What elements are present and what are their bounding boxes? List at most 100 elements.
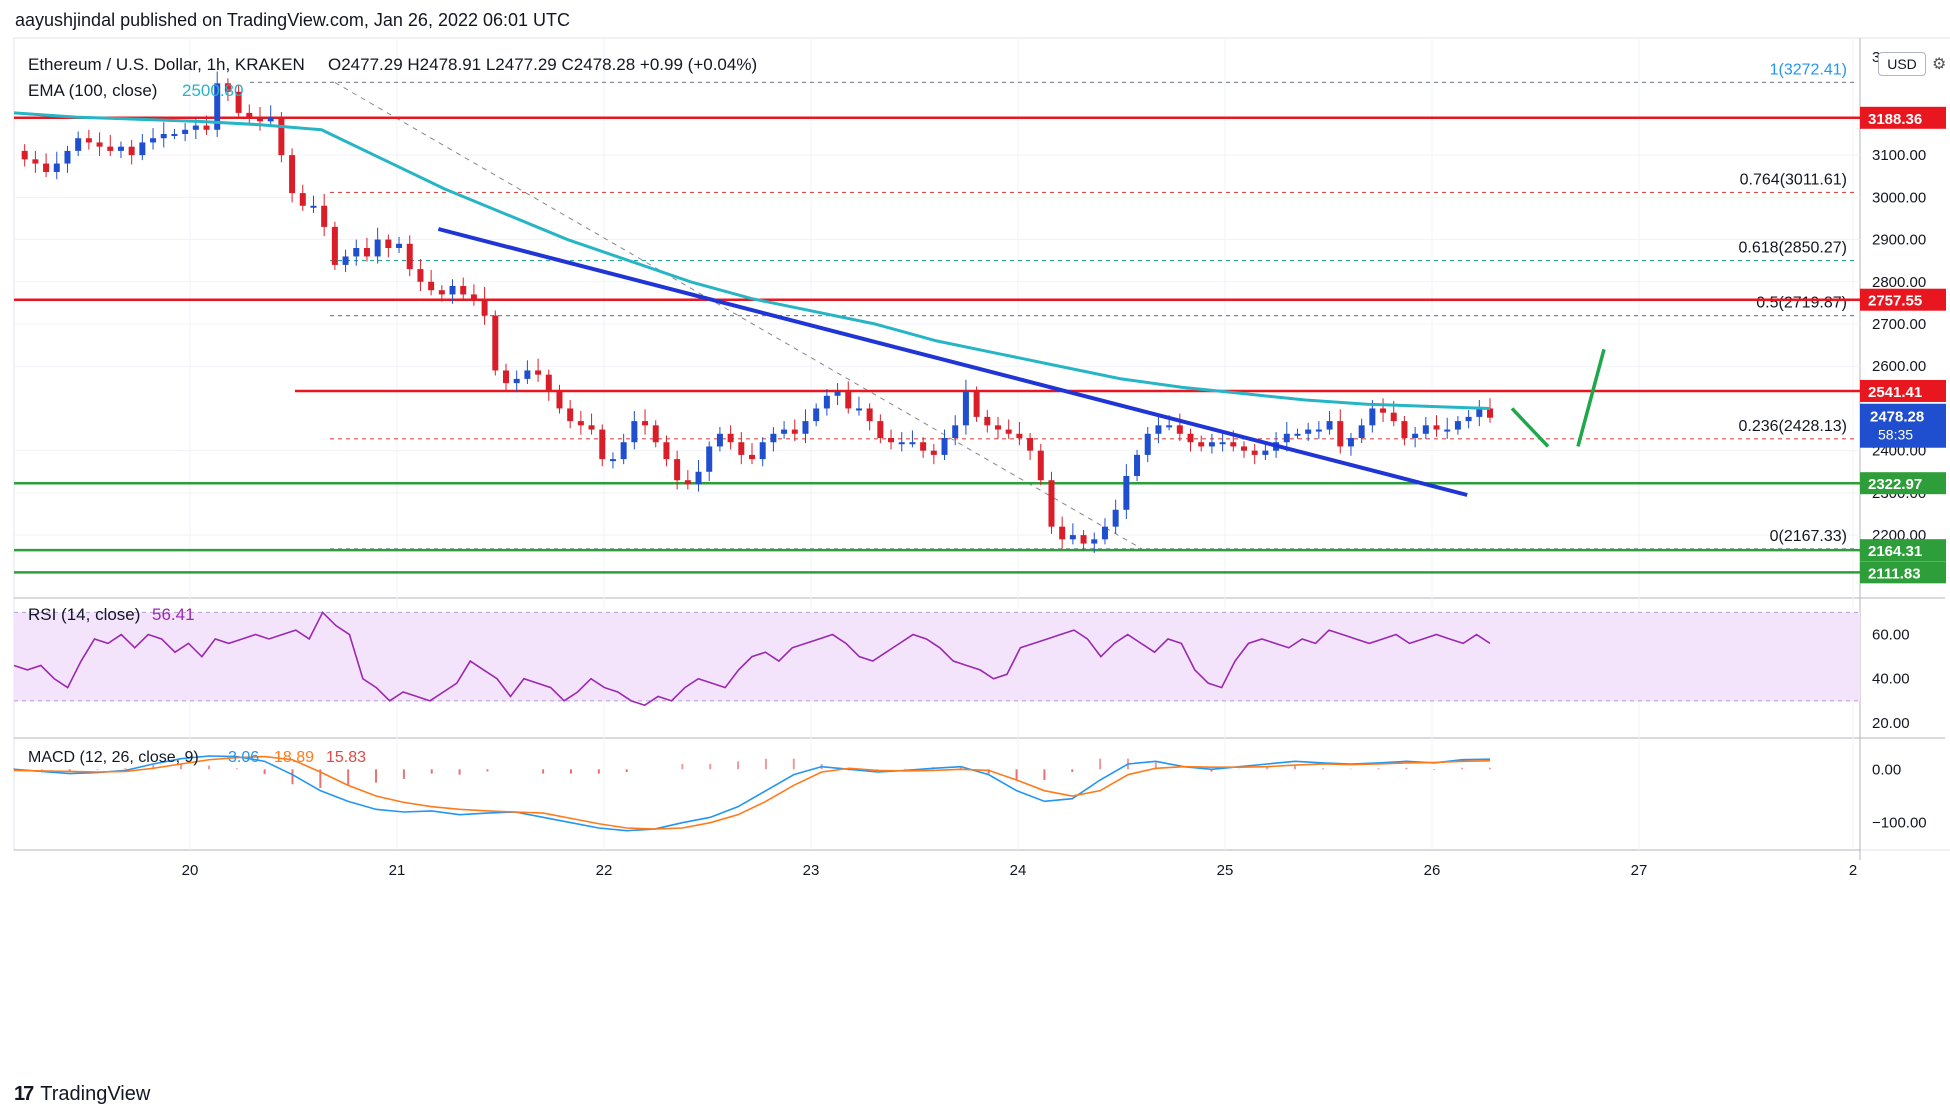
candle-body — [545, 374, 552, 392]
publisher-line: aayushjindal published on TradingView.co… — [15, 10, 571, 30]
candle-body — [855, 408, 862, 411]
rsi-tick-label: 20.00 — [1872, 715, 1910, 732]
macd-histogram-value: 15.83 — [326, 749, 366, 766]
candle-body — [1208, 442, 1215, 447]
sr-level-tag — [1860, 106, 1946, 129]
macd-signal-value: 18.89 — [274, 749, 314, 766]
candle-body — [1422, 425, 1429, 434]
candle-body — [941, 438, 948, 455]
candle-body — [1037, 450, 1044, 481]
candle-body — [385, 239, 392, 248]
candle-body — [107, 146, 114, 151]
candle-body — [192, 125, 199, 130]
candle-body — [962, 391, 969, 426]
candle-body — [1134, 454, 1141, 476]
candle-body — [289, 155, 296, 194]
candle-body — [1358, 425, 1365, 438]
candle-body — [1144, 433, 1151, 455]
candle-body — [481, 298, 488, 316]
symbol-title: Ethereum / U.S. Dollar, 1h, KRAKEN — [28, 55, 305, 74]
candle-body — [631, 421, 638, 443]
rsi-title: RSI (14, close) — [28, 605, 140, 624]
candle-body — [749, 454, 755, 460]
x-tick-label: 23 — [803, 862, 820, 879]
candle-body — [21, 150, 28, 160]
candle-body — [257, 117, 263, 122]
macd-tick-label: −100.00 — [1872, 815, 1927, 832]
candle-body — [930, 450, 937, 455]
candle-body — [374, 239, 381, 257]
candle-body — [920, 442, 927, 451]
macd-line — [13, 755, 1491, 832]
candle-body — [738, 442, 745, 455]
candle-body — [1198, 442, 1205, 447]
candle-body — [620, 442, 627, 460]
candle-body — [32, 159, 39, 164]
candle-body — [727, 433, 734, 443]
candle-body — [214, 83, 221, 130]
candle-body — [503, 370, 509, 384]
candle-body — [53, 163, 60, 172]
candle-body — [128, 146, 135, 156]
candle-body — [952, 425, 959, 438]
ema-legend-label: EMA (100, close) — [28, 81, 157, 100]
candle-body — [1069, 535, 1076, 540]
candle-body — [396, 243, 403, 248]
sr-level-value: 2111.83 — [1868, 565, 1921, 582]
candle-body — [1444, 429, 1451, 432]
candle-body — [995, 425, 1001, 430]
candle-body — [888, 438, 895, 443]
candle-body — [781, 429, 788, 434]
x-tick-label: 20 — [182, 862, 199, 879]
candle-body — [556, 391, 563, 409]
y-tick-label: 3100.00 — [1872, 147, 1926, 164]
candle-body — [1326, 421, 1333, 430]
candle-body — [791, 429, 798, 434]
candle-body — [1380, 408, 1387, 413]
candle-body — [1176, 425, 1183, 434]
candle-countdown: 58:35 — [1878, 427, 1913, 443]
candle-body — [1027, 438, 1034, 451]
macd-tick-label: 0.00 — [1872, 761, 1901, 778]
gear-icon[interactable]: ⚙ — [1932, 56, 1947, 73]
y-tick-label: 2700.00 — [1872, 316, 1926, 333]
candle-body — [438, 290, 445, 295]
candle-body — [1454, 421, 1461, 430]
candle-body — [1315, 429, 1322, 432]
candle-body — [460, 286, 467, 295]
currency-button[interactable]: USD — [1878, 52, 1926, 76]
candle-body — [706, 446, 713, 472]
candle-body — [150, 138, 157, 143]
candle-body — [1123, 476, 1130, 510]
x-tick-label: 22 — [596, 862, 613, 879]
candle-body — [663, 442, 670, 460]
y-tick-label-stub: 3 — [1872, 49, 1880, 66]
candle-body — [235, 91, 242, 113]
candle-body — [599, 429, 606, 460]
ema-line — [13, 111, 1491, 410]
sr-level-value: 3188.36 — [1868, 111, 1922, 128]
x-tick-label: 2 — [1849, 862, 1857, 879]
candle-body — [1091, 539, 1098, 544]
candle-body — [1487, 408, 1493, 418]
candle-body — [64, 150, 71, 164]
candle-body — [513, 378, 520, 384]
y-tick-label: 2800.00 — [1872, 274, 1926, 291]
plot-frame — [13, 37, 1950, 851]
candle-body — [877, 421, 884, 438]
x-tick-label: 24 — [1010, 862, 1027, 879]
macd-title: MACD (12, 26, close, 9) — [28, 749, 199, 766]
candle-body — [1048, 480, 1055, 527]
fib-level-label: 0.5(2719.87) — [1756, 295, 1847, 312]
candle-body — [567, 408, 574, 422]
candle-body — [470, 294, 477, 299]
x-tick-label: 26 — [1424, 862, 1441, 879]
candle-body — [1005, 429, 1012, 434]
candle-body — [759, 442, 766, 460]
candle-body — [1283, 433, 1290, 443]
candle-body — [716, 433, 723, 447]
candle-body — [182, 129, 189, 134]
fib-level-label: 0.618(2850.27) — [1738, 240, 1847, 257]
candle-body — [310, 205, 317, 208]
